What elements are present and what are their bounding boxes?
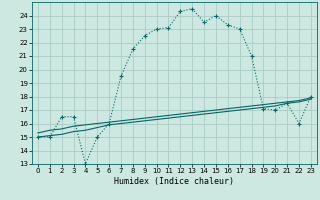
X-axis label: Humidex (Indice chaleur): Humidex (Indice chaleur) <box>115 177 234 186</box>
